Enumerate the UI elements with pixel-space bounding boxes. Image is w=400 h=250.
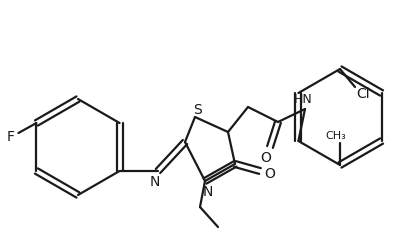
- Text: O: O: [264, 166, 276, 180]
- Text: Cl: Cl: [356, 87, 370, 101]
- Text: O: O: [260, 150, 272, 164]
- Text: N: N: [203, 184, 213, 198]
- Text: N: N: [150, 174, 160, 188]
- Text: CH₃: CH₃: [326, 130, 346, 140]
- Text: S: S: [193, 102, 201, 117]
- Text: F: F: [6, 130, 14, 143]
- Text: HN: HN: [294, 93, 312, 106]
